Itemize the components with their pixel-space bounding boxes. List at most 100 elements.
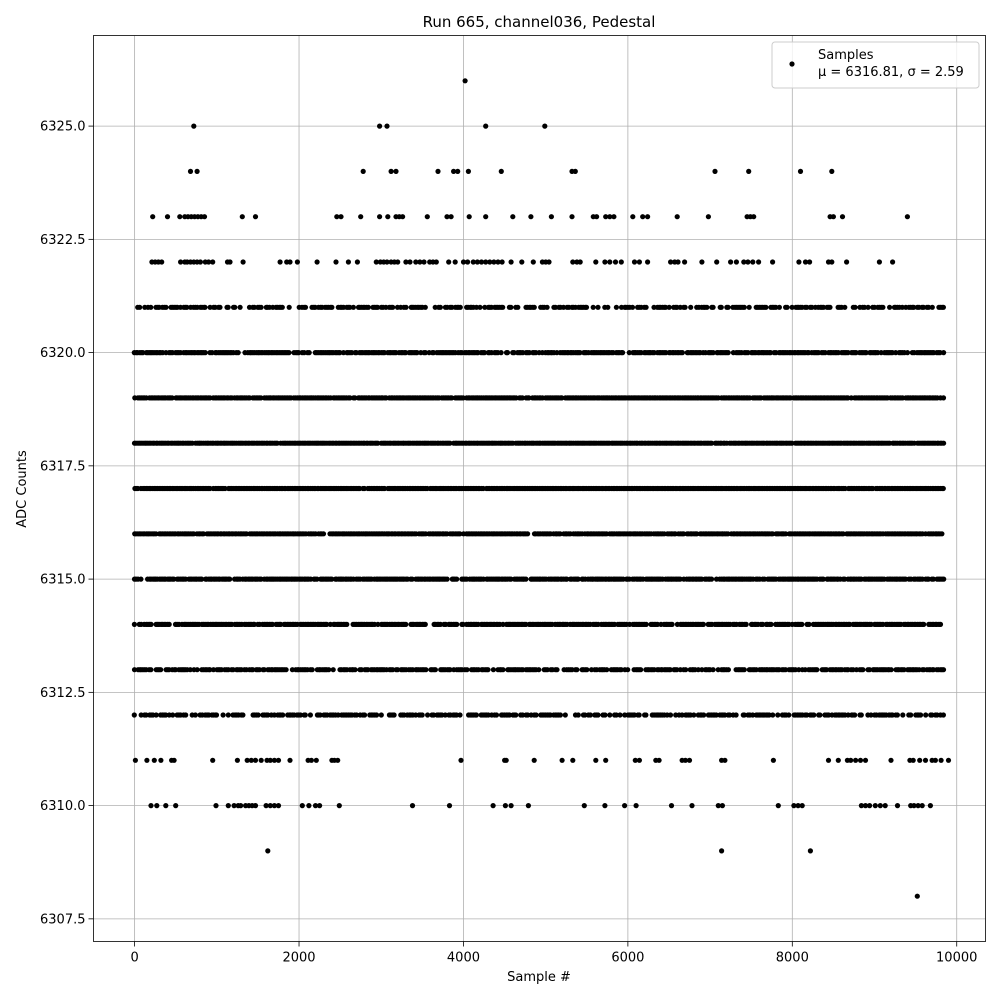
data-point	[894, 712, 901, 718]
data-point	[894, 803, 901, 809]
data-point	[526, 395, 532, 401]
data-point	[572, 168, 578, 174]
data-point	[352, 667, 358, 673]
data-point	[473, 712, 479, 718]
data-point	[280, 712, 286, 718]
data-point	[422, 304, 428, 310]
data-point	[425, 712, 431, 718]
data-point	[413, 259, 419, 265]
data-point	[187, 667, 193, 673]
y-tick-label: 6322.5	[40, 233, 86, 248]
data-point	[911, 803, 917, 809]
data-point	[575, 712, 581, 718]
data-point	[733, 712, 739, 718]
data-point	[409, 576, 415, 582]
data-point	[158, 757, 164, 763]
data-point	[317, 803, 323, 809]
data-point	[688, 304, 694, 310]
data-point	[605, 304, 611, 310]
data-point	[444, 214, 450, 220]
data-point	[768, 621, 774, 628]
data-point	[796, 259, 802, 265]
data-point	[888, 757, 894, 763]
data-point	[171, 757, 177, 763]
data-point	[358, 214, 364, 220]
data-point	[483, 214, 489, 220]
data-point	[603, 214, 609, 220]
data-point	[880, 304, 886, 310]
data-point	[446, 259, 452, 265]
data-point	[308, 757, 314, 763]
data-point	[201, 214, 208, 220]
data-point	[923, 712, 929, 718]
data-point	[148, 621, 154, 628]
data-point	[299, 803, 305, 809]
data-point	[375, 621, 381, 628]
data-point	[448, 214, 454, 220]
data-point	[626, 350, 632, 356]
chart-title: Run 665, channel036, Pedestal	[423, 13, 656, 31]
data-point	[593, 259, 599, 265]
data-point	[449, 395, 455, 401]
data-point	[377, 123, 383, 129]
data-point	[455, 168, 461, 174]
data-point	[741, 304, 747, 310]
data-point	[504, 350, 511, 356]
data-point	[577, 350, 583, 356]
data-point	[213, 712, 220, 718]
data-point	[333, 259, 339, 265]
x-axis-label: Sample #	[507, 970, 571, 985]
data-point	[858, 803, 865, 809]
data-point	[519, 259, 525, 265]
data-point	[918, 712, 924, 718]
data-point	[457, 712, 463, 718]
data-point	[345, 259, 351, 265]
y-tick-label: 6312.5	[40, 686, 86, 701]
data-point	[940, 395, 947, 401]
data-point	[612, 259, 619, 265]
data-point	[853, 757, 859, 763]
data-point	[362, 712, 368, 718]
data-point	[508, 259, 514, 265]
data-point	[275, 803, 282, 809]
data-point	[503, 757, 509, 763]
data-point	[607, 259, 613, 265]
data-point	[633, 803, 639, 809]
data-point	[403, 259, 409, 265]
data-point	[191, 123, 197, 129]
data-point	[835, 757, 841, 763]
data-point	[618, 667, 624, 673]
data-point	[271, 757, 277, 763]
data-point	[138, 576, 144, 582]
data-point	[302, 712, 308, 718]
data-point	[148, 803, 154, 809]
data-points	[131, 78, 952, 899]
data-point	[178, 259, 184, 265]
data-point	[806, 621, 812, 628]
data-point	[709, 440, 715, 446]
data-point	[533, 712, 539, 718]
data-point	[202, 304, 208, 310]
data-point	[239, 214, 245, 220]
data-point	[569, 214, 575, 220]
data-point	[470, 259, 476, 265]
legend-label: Samples	[818, 48, 874, 63]
data-point	[689, 803, 695, 809]
data-point	[915, 803, 921, 809]
x-tick-label: 8000	[776, 951, 809, 966]
data-point	[682, 757, 689, 763]
data-point	[388, 168, 394, 174]
data-point	[384, 123, 390, 129]
data-point	[421, 259, 427, 265]
data-point	[872, 803, 878, 809]
data-point	[324, 621, 330, 628]
data-point	[330, 667, 336, 673]
data-point	[712, 168, 718, 174]
data-point	[631, 259, 638, 265]
data-point	[932, 757, 939, 763]
data-point	[857, 757, 864, 763]
data-point	[725, 667, 732, 673]
data-point	[632, 757, 638, 763]
data-point	[643, 304, 649, 310]
data-point	[498, 168, 504, 174]
